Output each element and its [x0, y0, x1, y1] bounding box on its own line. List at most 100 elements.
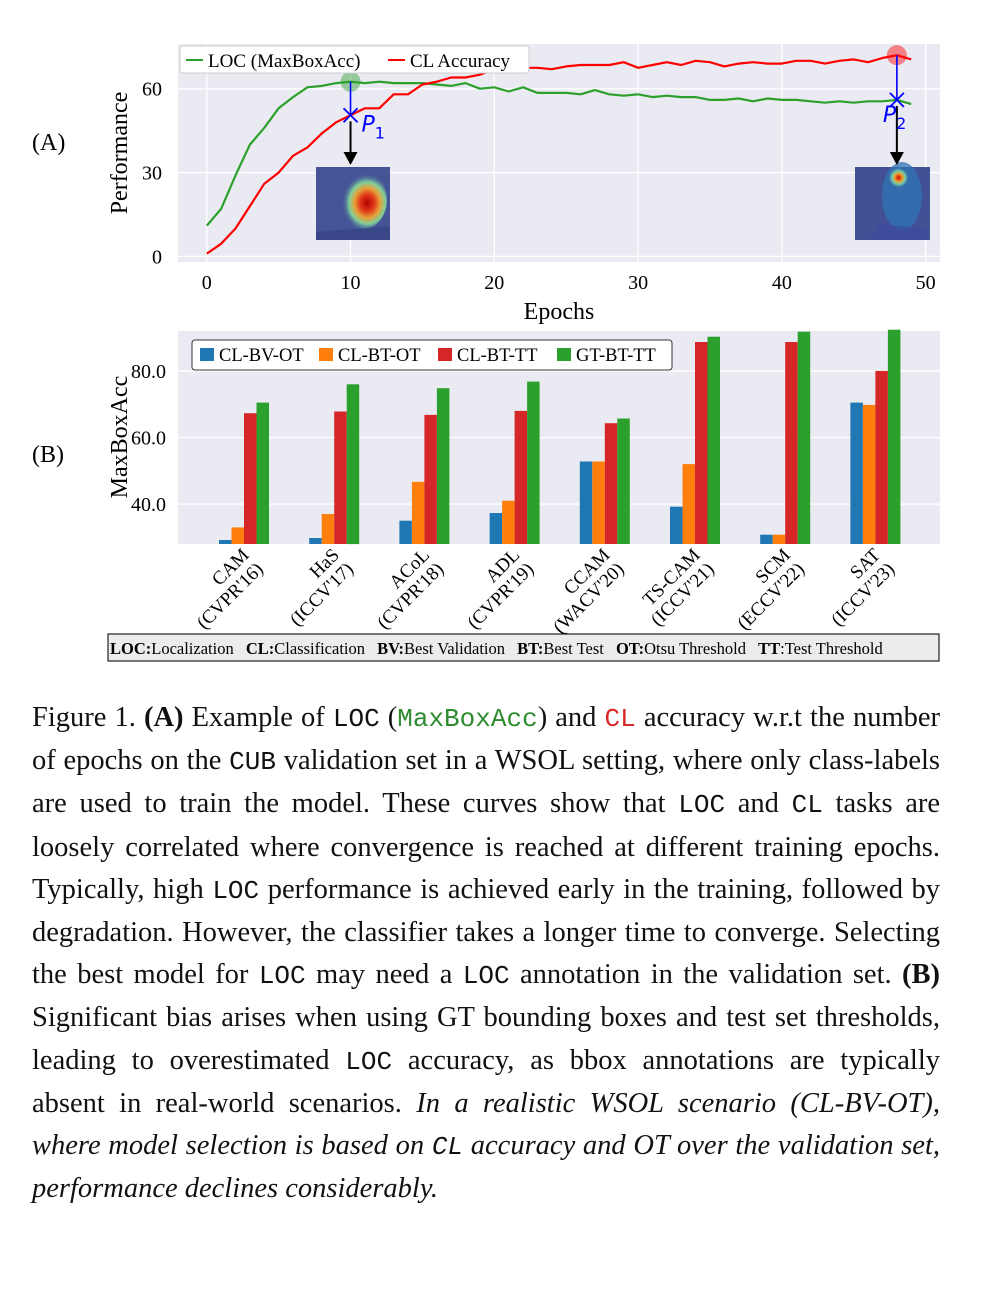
panel-b-x-tick-label: SAT(ICCV'23)	[813, 544, 899, 630]
panel-a-x-tick-label: 20	[484, 272, 504, 294]
bar-cl-bt-tt-1	[334, 411, 347, 544]
panel-b-y-axis-label: MaxBoxAcc	[107, 376, 133, 499]
abbr-key-tt: TT	[758, 639, 780, 658]
abbr-key-loc: LOC:	[110, 639, 151, 658]
caption-text: accuracy w.r.t the number of epochs on t…	[32, 702, 941, 777]
abbr-key-cl: CL:	[246, 639, 274, 658]
figure-graphic: (A) 0 30 60 0 10 20 30 40 50 Performance Epochs	[32, 44, 940, 662]
marker-label-2: P2	[883, 103, 906, 133]
caption-text: Example of	[191, 702, 325, 733]
cl-accuracy-line	[206, 54, 912, 255]
bar-cl-bv-ot-0	[219, 540, 232, 544]
bar-cl-bv-ot-4	[579, 461, 593, 544]
panel-b-x-tick-label: CAM(CVPR'16)	[179, 545, 268, 634]
panel-a-legend: LOC (MaxBoxAcc) CL Accuracy	[179, 45, 530, 74]
caption-loc: LOC	[258, 961, 306, 992]
panel-a-plot-area	[178, 44, 940, 262]
bar-cl-bt-ot-7	[862, 404, 876, 544]
caption-loc: LOC	[212, 875, 260, 906]
panel-b-x-tick-label: ACoL(CVPR'18)	[359, 545, 448, 634]
marker-arrowhead-1	[343, 152, 358, 165]
caption-text: validation set in a WSOL setting, where …	[32, 745, 941, 820]
caption-text: Significant bias arises when using GT bo…	[32, 1002, 940, 1076]
bar-cl-bt-ot-4	[592, 461, 605, 544]
caption-b-label: (B)	[902, 959, 941, 991]
legend-gt-bt-tt: GT-BT-TT	[576, 346, 656, 366]
abbr-val-ot: Otsu Threshold	[644, 639, 747, 658]
panel-b-x-tick-label: TS-CAM(ICCV'21)	[633, 545, 719, 631]
panel-a-y-tick-label: 0	[152, 246, 162, 268]
panel-a-y-tick-label: 30	[142, 163, 162, 185]
panel-b-label: (B)	[32, 442, 64, 468]
caption-text: performance is achieved early in the tra…	[32, 873, 941, 991]
caption-fig-label: Figure 1.	[32, 702, 136, 733]
caption-italic: In a realistic WSOL scenario (CL-BV-OT),…	[32, 1087, 940, 1162]
panel-a-x-axis-label: Epochs	[524, 299, 595, 325]
panel-b-y-tick-label: 80.0	[131, 361, 166, 383]
panel-a-y-tick-label: 60	[142, 79, 162, 101]
caption-text: may need a	[316, 959, 453, 991]
bar-gt-bt-tt-5	[707, 336, 720, 544]
marker-x-1	[342, 107, 359, 123]
bar-gt-bt-tt-0	[256, 402, 269, 544]
bar-cl-bt-ot-0	[231, 527, 244, 544]
panel-b-x-ticks: CAM(CVPR'16) HaS(ICCV'17) ACoL(CVPR'18) ADL…	[179, 544, 899, 638]
caption-loc: LOC	[332, 704, 380, 734]
abbr-val-tt: :Test Threshold	[780, 639, 883, 658]
caption-text: annotation in the validation set.	[519, 959, 892, 991]
caption-text: and	[555, 702, 597, 733]
panel-a-label: (A)	[32, 130, 65, 156]
legend-loc: LOC (MaxBoxAcc)	[208, 51, 361, 72]
bar-gt-bt-tt-2	[436, 388, 450, 544]
panel-b-x-tick-label: HaS(ICCV'17)	[272, 545, 358, 631]
panel-b-legend: CL-BV-OT CL-BT-OT CL-BT-TT GT-BT-TT	[191, 339, 673, 371]
caption-cl: CL	[791, 790, 823, 821]
bar-cl-bv-ot-1	[309, 538, 322, 544]
panel-b-x-tick-label: ADL(CVPR'19)	[449, 545, 538, 634]
bar-gt-bt-tt-6	[797, 331, 811, 544]
bar-cl-bt-tt-0	[244, 413, 257, 544]
caption-italic: accuracy and OT over the validation set,…	[32, 1130, 941, 1205]
bar-cl-bv-ot-5	[670, 506, 683, 544]
panel-b-y-tick-label: 40.0	[131, 494, 166, 516]
abbr-val-loc: Localization	[151, 639, 233, 658]
panel-a-x-tick-label: 40	[772, 272, 792, 294]
caption-text: and	[737, 788, 779, 820]
svg-text:LOC:Localization CL:Clas: LOC:Localization CL:Classification BV:Be…	[110, 639, 883, 658]
bar-cl-bt-tt-6	[785, 342, 798, 544]
abbr-val-bt: Best Test	[543, 639, 604, 658]
bar-cl-bv-ot-7	[850, 402, 863, 544]
caption-loc: LOC	[678, 790, 726, 821]
abbr-key-bt: BT:	[517, 639, 543, 658]
bar-cl-bv-ot-3	[489, 513, 503, 544]
bar-cl-bt-ot-1	[321, 514, 335, 544]
panel-a-x-tick-label: 50	[916, 272, 936, 294]
bar-cl-bt-tt-2	[424, 414, 437, 544]
marker-x-2	[889, 92, 905, 108]
heatmap-thumbnail-p1	[316, 167, 390, 240]
marker-arrowhead-2	[889, 152, 904, 165]
panel-b-bars	[219, 329, 901, 545]
heatmap-thumbnail-p2	[855, 162, 930, 240]
caption-text: accuracy, as bbox annotations are typica…	[32, 1044, 940, 1119]
panel-a-grid	[178, 44, 940, 262]
marker-label-1: P1	[362, 112, 385, 142]
abbreviation-box: LOC:Localization CL:Classification BV:Be…	[107, 633, 940, 662]
caption-maxboxacc: MaxBoxAcc	[397, 704, 538, 734]
caption-loc: LOC	[345, 1046, 393, 1077]
figure-caption: Figure 1. (A) Example of LOC (MaxBoxAcc)…	[32, 702, 941, 1205]
bar-gt-bt-tt-3	[527, 381, 540, 544]
panel-a-series	[205, 54, 912, 255]
legend-cl-bt-ot: CL-BT-OT	[338, 346, 421, 366]
caption-cl: CL	[604, 704, 636, 734]
bar-cl-bt-tt-7	[875, 370, 888, 544]
panel-a-x-tick-label: 30	[628, 272, 648, 294]
panel-a-y-axis-label: Performance	[107, 92, 133, 215]
loc-maxboxacc-line	[205, 80, 912, 227]
panel-b-y-tick-label: 60.0	[131, 428, 166, 450]
bar-cl-bv-ot-6	[760, 534, 773, 544]
caption-cl: CL	[431, 1132, 464, 1163]
bar-cl-bt-ot-6	[772, 534, 786, 544]
bar-cl-bt-ot-2	[411, 481, 425, 544]
panel-a-markers: P1 P2	[340, 45, 907, 165]
